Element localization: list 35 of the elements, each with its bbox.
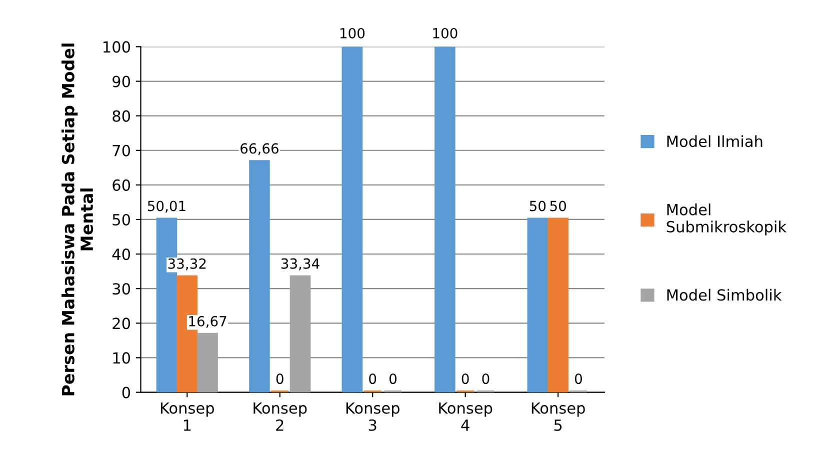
- y-tick-label: 70: [112, 144, 130, 156]
- y-tick-label: 0: [122, 386, 130, 398]
- y-tick-label: 80: [112, 110, 130, 122]
- y-tick-label: 10: [113, 352, 130, 364]
- y-tick-label: 20: [112, 318, 130, 330]
- legend-label: Model Submikroskopik: [666, 204, 787, 236]
- legend-label: Model Ilmiah: [667, 135, 762, 148]
- legend-label: Model Simbolik: [667, 288, 782, 301]
- x-tick-label: Konsep 5: [532, 402, 585, 431]
- data-label: 100: [433, 28, 458, 38]
- data-label: 100: [340, 28, 365, 38]
- y-tick-label: 30: [112, 283, 130, 295]
- y-tick-label: 40: [112, 248, 130, 260]
- data-label: 50,01: [148, 200, 186, 213]
- x-tick-label: Konsep 1: [160, 402, 214, 431]
- data-label: 0: [390, 374, 396, 384]
- y-tick-label: 60: [112, 179, 130, 191]
- data-label: 33,32: [168, 258, 206, 270]
- data-label: 0: [482, 374, 490, 384]
- x-tick-label: Konsep 2: [254, 402, 307, 431]
- data-label: 0: [462, 374, 469, 384]
- data-label: 33,34: [281, 258, 320, 270]
- y-tick-label: 90: [112, 76, 130, 88]
- data-label: 50: [530, 200, 546, 212]
- data-label: 0: [574, 374, 582, 384]
- y-tick-label: 100: [104, 41, 130, 53]
- data-label: 0: [276, 374, 284, 384]
- data-label: 0: [369, 374, 376, 384]
- y-tick-label: 50: [112, 214, 130, 226]
- data-label: 16,67: [189, 316, 226, 328]
- y-axis-title: Persen Mahasiswa Pada Setiap Model Mental: [62, 44, 94, 396]
- data-label: 50: [550, 200, 566, 212]
- x-tick-label: Konsep 4: [439, 402, 492, 431]
- data-label: 66,66: [240, 143, 278, 156]
- x-tick-label: Konsep 3: [346, 402, 400, 431]
